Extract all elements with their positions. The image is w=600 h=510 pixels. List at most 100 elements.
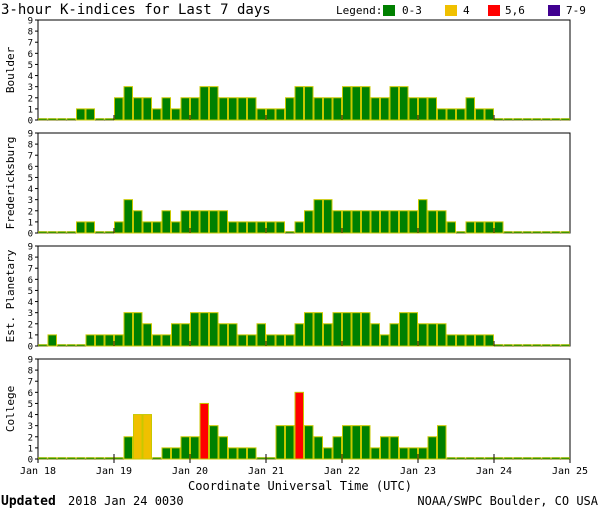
- y-axis-label: Boulder: [4, 46, 17, 93]
- y-tick-label: 4: [28, 298, 33, 308]
- legend-text-7-9: 7-9: [566, 4, 586, 17]
- k-index-bar: [494, 344, 504, 347]
- k-index-bar: [484, 457, 494, 460]
- y-tick-label: 5: [28, 61, 33, 71]
- k-index-bar: [218, 97, 228, 121]
- k-index-bar: [66, 118, 76, 121]
- k-index-bar: [456, 231, 466, 234]
- k-index-bar: [152, 457, 162, 460]
- k-index-bar: [57, 231, 67, 234]
- k-index-bar: [275, 221, 285, 234]
- k-index-bar: [142, 414, 152, 460]
- k-index-bar: [551, 457, 561, 460]
- y-tick-label: 7: [28, 378, 33, 388]
- k-index-bar: [218, 436, 228, 460]
- k-index-bar: [560, 344, 570, 347]
- k-index-bar: [323, 447, 333, 460]
- k-index-bar: [532, 118, 542, 121]
- y-tick-label: 7: [28, 152, 33, 162]
- k-index-bar: [446, 457, 456, 460]
- k-index-bar: [418, 97, 428, 121]
- y-tick-label: 3: [28, 309, 33, 319]
- y-tick-label: 1: [28, 331, 33, 341]
- k-index-bar: [437, 108, 447, 121]
- k-index-bar: [361, 425, 371, 460]
- y-tick-label: 2: [28, 433, 33, 443]
- k-index-bar: [494, 221, 504, 234]
- k-index-bar: [332, 210, 342, 234]
- k-index-bar: [133, 312, 143, 347]
- k-index-bar: [247, 221, 257, 234]
- k-index-bar: [199, 86, 209, 121]
- k-index-bar: [323, 199, 333, 234]
- k-index-bar: [551, 231, 561, 234]
- k-index-bar: [104, 334, 114, 347]
- k-index-bar: [95, 334, 105, 347]
- legend-swatch-0-3: [383, 5, 395, 16]
- x-tick-label: Jan 19: [96, 466, 132, 477]
- k-index-bar: [237, 334, 247, 347]
- k-index-bar: [85, 108, 95, 121]
- k-index-bar: [560, 118, 570, 121]
- y-tick-label: 6: [28, 163, 33, 173]
- k-index-bar: [313, 97, 323, 121]
- k-index-bar: [446, 108, 456, 121]
- k-index-bar: [465, 457, 475, 460]
- legend-swatch-7-9: [548, 5, 560, 16]
- k-index-bar: [256, 221, 266, 234]
- k-index-bar: [408, 210, 418, 234]
- k-index-bar: [266, 457, 276, 460]
- k-index-bar: [427, 323, 437, 347]
- k-index-bar: [190, 97, 200, 121]
- k-index-bar: [266, 334, 276, 347]
- y-tick-label: 9: [28, 243, 33, 253]
- y-tick-label: 8: [28, 141, 33, 151]
- k-index-bar: [104, 118, 114, 121]
- k-index-bar: [161, 97, 171, 121]
- k-index-bar: [228, 97, 238, 121]
- k-index-bar: [38, 231, 48, 234]
- k-index-bar: [484, 221, 494, 234]
- k-index-bar: [285, 334, 295, 347]
- k-index-bar: [370, 210, 380, 234]
- k-index-bar: [285, 231, 295, 234]
- k-index-bar: [218, 323, 228, 347]
- k-index-bar: [209, 312, 219, 347]
- k-index-bar: [57, 344, 67, 347]
- k-index-bar: [446, 221, 456, 234]
- chart-title: 3-hour K-indices for Last 7 days: [1, 2, 271, 18]
- k-index-bar: [228, 447, 238, 460]
- k-index-bar: [427, 97, 437, 121]
- k-index-bar: [304, 210, 314, 234]
- k-index-bar: [427, 436, 437, 460]
- k-index-bar: [133, 210, 143, 234]
- k-index-bar: [560, 231, 570, 234]
- y-tick-label: 8: [28, 28, 33, 38]
- k-index-bar: [437, 323, 447, 347]
- k-index-bar: [484, 108, 494, 121]
- y-tick-label: 5: [28, 287, 33, 297]
- x-tick-label: Jan 24: [476, 466, 512, 477]
- y-tick-label: 2: [28, 207, 33, 217]
- k-index-bar: [323, 97, 333, 121]
- k-index-bar: [114, 97, 124, 121]
- k-index-bar: [513, 118, 523, 121]
- y-tick-label: 5: [28, 174, 33, 184]
- k-index-bar: [541, 118, 551, 121]
- x-tick-label: Jan 23: [400, 466, 436, 477]
- k-index-bar: [532, 231, 542, 234]
- y-axis-label: Fredericksburg: [4, 137, 17, 230]
- y-axis-label: College: [4, 386, 17, 432]
- k-index-bar: [104, 231, 114, 234]
- k-index-bar: [475, 334, 485, 347]
- k-index-bar: [503, 231, 513, 234]
- k-index-bar: [275, 334, 285, 347]
- k-index-bar: [389, 86, 399, 121]
- k-index-bar: [256, 457, 266, 460]
- k-index-bar: [532, 344, 542, 347]
- x-tick-label: Jan 21: [248, 466, 284, 477]
- k-index-bar: [190, 210, 200, 234]
- legend-text-5-6: 5,6: [505, 4, 525, 17]
- k-index-bar: [142, 97, 152, 121]
- y-axis-label: Est. Planetary: [4, 249, 17, 342]
